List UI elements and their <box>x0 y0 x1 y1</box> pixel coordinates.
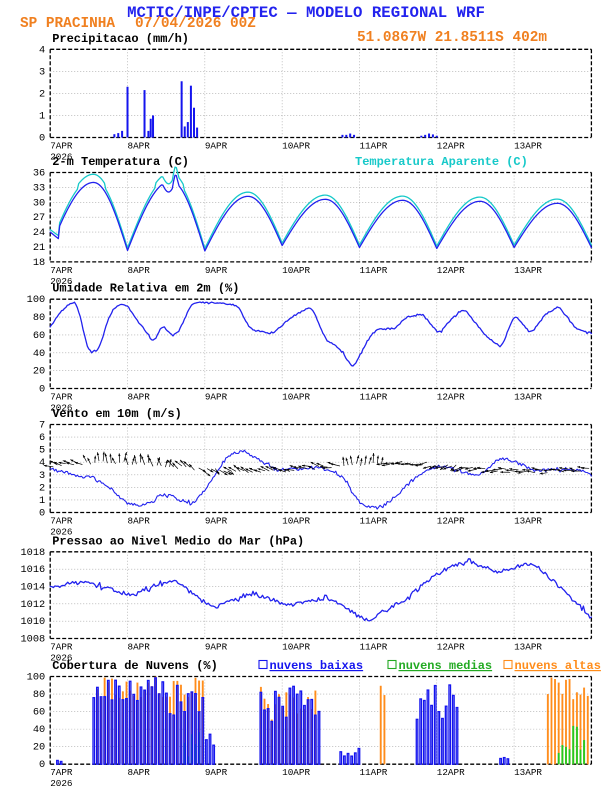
svg-text:1008: 1008 <box>20 634 45 646</box>
svg-text:24: 24 <box>33 227 45 239</box>
svg-text:7APR: 7APR <box>50 141 73 152</box>
svg-text:20: 20 <box>33 742 45 754</box>
svg-text:Cobertura de Nuvens (%): Cobertura de Nuvens (%) <box>52 659 218 673</box>
svg-text:0: 0 <box>39 759 45 771</box>
svg-text:60: 60 <box>33 330 45 342</box>
svg-text:33: 33 <box>33 182 45 194</box>
svg-text:Vento em 10m (m/s): Vento em 10m (m/s) <box>52 407 182 421</box>
svg-text:40: 40 <box>33 724 45 736</box>
svg-text:11APR: 11APR <box>359 516 387 527</box>
svg-text:60: 60 <box>33 707 45 719</box>
svg-text:27: 27 <box>33 212 45 224</box>
svg-text:0: 0 <box>39 508 45 520</box>
svg-text:8APR: 8APR <box>128 767 151 778</box>
svg-text:10APR: 10APR <box>282 767 310 778</box>
svg-text:nuvens baixas: nuvens baixas <box>270 659 364 673</box>
svg-text:7APR: 7APR <box>50 642 73 653</box>
svg-text:12APR: 12APR <box>437 392 465 403</box>
svg-text:7APR: 7APR <box>50 392 73 403</box>
svg-text:2026: 2026 <box>50 778 72 789</box>
svg-text:40: 40 <box>33 348 45 360</box>
svg-text:7APR: 7APR <box>50 516 73 527</box>
svg-text:13APR: 13APR <box>514 265 542 276</box>
svg-text:18: 18 <box>33 257 45 269</box>
svg-text:80: 80 <box>33 689 45 701</box>
svg-text:100: 100 <box>27 672 46 684</box>
svg-text:1018: 1018 <box>20 547 45 559</box>
svg-text:4: 4 <box>39 457 45 469</box>
svg-text:12APR: 12APR <box>437 642 465 653</box>
svg-text:13APR: 13APR <box>514 516 542 527</box>
svg-text:8APR: 8APR <box>128 392 151 403</box>
svg-text:7APR: 7APR <box>50 767 73 778</box>
svg-text:11APR: 11APR <box>359 265 387 276</box>
svg-text:1014: 1014 <box>20 581 45 593</box>
svg-text:10APR: 10APR <box>282 392 310 403</box>
svg-text:0: 0 <box>39 133 45 145</box>
svg-text:21: 21 <box>33 242 45 254</box>
svg-text:2-m Temperatura (C): 2-m Temperatura (C) <box>52 155 189 169</box>
svg-text:10APR: 10APR <box>282 141 310 152</box>
svg-text:13APR: 13APR <box>514 141 542 152</box>
svg-text:9APR: 9APR <box>205 392 228 403</box>
svg-text:Pressao ao Nivel Medio do Mar: Pressao ao Nivel Medio do Mar (hPa) <box>52 534 304 548</box>
svg-text:7APR: 7APR <box>50 265 73 276</box>
svg-text:9APR: 9APR <box>205 642 228 653</box>
svg-text:5: 5 <box>39 445 45 457</box>
svg-text:20: 20 <box>33 366 45 378</box>
svg-text:8APR: 8APR <box>128 265 151 276</box>
svg-text:12APR: 12APR <box>437 141 465 152</box>
svg-text:2: 2 <box>39 482 45 494</box>
svg-text:Umidade Relativa em 2m (%): Umidade Relativa em 2m (%) <box>52 282 239 296</box>
svg-text:8APR: 8APR <box>128 516 151 527</box>
svg-text:3: 3 <box>39 470 45 482</box>
svg-text:11APR: 11APR <box>359 392 387 403</box>
svg-text:Temperatura Aparente (C): Temperatura Aparente (C) <box>355 155 528 169</box>
svg-text:1010: 1010 <box>20 616 45 628</box>
svg-text:36: 36 <box>33 168 45 180</box>
svg-text:13APR: 13APR <box>514 642 542 653</box>
svg-text:9APR: 9APR <box>205 141 228 152</box>
svg-text:13APR: 13APR <box>514 392 542 403</box>
svg-text:0: 0 <box>39 384 45 396</box>
svg-text:12APR: 12APR <box>437 516 465 527</box>
svg-text:100: 100 <box>27 294 46 306</box>
svg-text:1016: 1016 <box>20 564 45 576</box>
svg-text:12APR: 12APR <box>437 265 465 276</box>
svg-text:7: 7 <box>39 420 45 432</box>
svg-text:13APR: 13APR <box>514 767 542 778</box>
svg-text:10APR: 10APR <box>282 642 310 653</box>
svg-text:8APR: 8APR <box>128 141 151 152</box>
svg-text:11APR: 11APR <box>359 642 387 653</box>
svg-text:1: 1 <box>39 495 45 507</box>
svg-text:1: 1 <box>39 110 45 122</box>
svg-text:11APR: 11APR <box>359 767 387 778</box>
svg-text:1012: 1012 <box>20 599 45 611</box>
svg-text:9APR: 9APR <box>205 767 228 778</box>
svg-text:3: 3 <box>39 66 45 78</box>
svg-text:9APR: 9APR <box>205 265 228 276</box>
svg-text:Precipitacao (mm/h): Precipitacao (mm/h) <box>52 32 189 46</box>
svg-text:80: 80 <box>33 312 45 324</box>
svg-text:4: 4 <box>39 44 45 56</box>
svg-text:nuvens medias: nuvens medias <box>399 659 493 673</box>
svg-text:10APR: 10APR <box>282 516 310 527</box>
svg-text:10APR: 10APR <box>282 265 310 276</box>
svg-text:8APR: 8APR <box>128 642 151 653</box>
svg-text:6: 6 <box>39 432 45 444</box>
svg-text:nuvens altas: nuvens altas <box>515 659 601 673</box>
svg-text:11APR: 11APR <box>359 141 387 152</box>
svg-text:9APR: 9APR <box>205 516 228 527</box>
svg-text:2: 2 <box>39 88 45 100</box>
svg-text:12APR: 12APR <box>437 767 465 778</box>
svg-text:30: 30 <box>33 197 45 209</box>
